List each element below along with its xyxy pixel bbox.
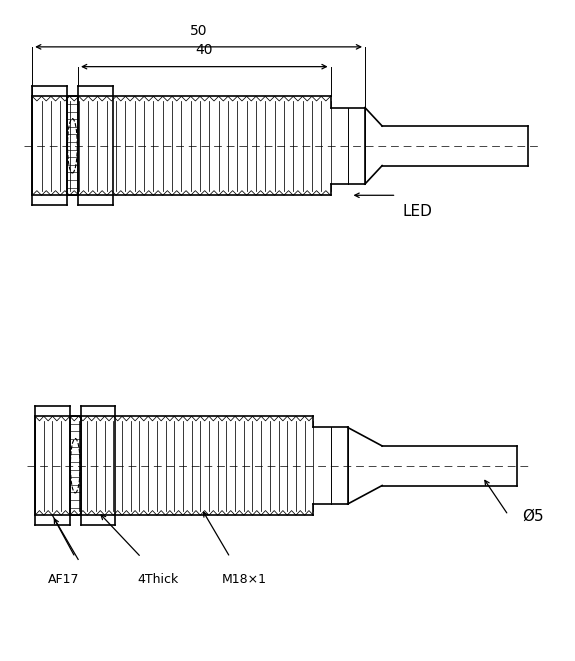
Text: 4Thick: 4Thick xyxy=(138,572,179,586)
Text: M18×1: M18×1 xyxy=(222,572,267,586)
Text: 50: 50 xyxy=(190,24,208,38)
Text: AF17: AF17 xyxy=(48,572,79,586)
Text: LED: LED xyxy=(402,204,432,219)
Text: 40: 40 xyxy=(196,44,213,58)
Text: Ø5: Ø5 xyxy=(523,509,545,524)
